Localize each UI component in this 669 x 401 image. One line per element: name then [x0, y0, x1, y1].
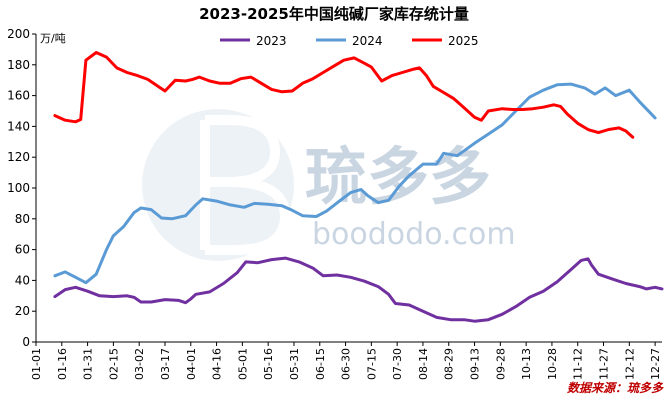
- y-tick-label: 140: [7, 119, 30, 133]
- y-ticks: 0 20 40 60 80 100 120 140 160 180 200: [7, 27, 36, 349]
- y-tick-label: 200: [7, 27, 30, 41]
- x-tick-label: 08-14: [417, 348, 430, 380]
- watermark-en-text: boododo.com: [312, 217, 516, 252]
- series-lines: [53, 51, 664, 323]
- x-tick-label: 01-01: [30, 348, 43, 380]
- series-line-2025: [53, 51, 635, 139]
- x-tick-label: 06-15: [314, 348, 327, 380]
- x-tick-label: 05-16: [262, 348, 275, 380]
- y-tick-label: 100: [7, 181, 30, 195]
- y-tick-label: 40: [15, 273, 30, 287]
- x-tick-label: 11-27: [598, 348, 611, 380]
- y-axis-unit: 万/吨: [40, 32, 66, 45]
- y-tick-label: 20: [15, 304, 30, 318]
- x-tick-label: 07-15: [365, 348, 378, 380]
- x-tick-label: 12-27: [649, 348, 662, 380]
- x-ticks: 01-01 01-16 01-31 02-15 03-02 03-17 04-01 04-16…: [30, 342, 662, 380]
- watermark-logo-letter-icon: [200, 115, 291, 255]
- x-tick-label: 03-02: [133, 348, 146, 380]
- x-tick-label: 01-16: [56, 348, 69, 380]
- x-tick-label: 10-13: [520, 348, 533, 380]
- x-tick-label: 11-12: [572, 348, 585, 380]
- data-source: 数据来源：琉多多: [567, 381, 664, 395]
- legend-label-2023: 2023: [256, 34, 287, 48]
- x-tick-label: 08-29: [443, 348, 456, 380]
- y-tick-label: 120: [7, 150, 30, 164]
- x-tick-label: 12-12: [623, 348, 636, 380]
- legend: 2023 2024 2025: [220, 34, 479, 48]
- x-tick-label: 06-30: [340, 348, 353, 380]
- x-tick-label: 09-28: [494, 348, 507, 380]
- y-tick-label: 60: [15, 243, 30, 257]
- legend-label-2024: 2024: [352, 34, 383, 48]
- x-tick-label: 04-01: [185, 348, 198, 380]
- x-tick-label: 02-15: [107, 348, 120, 380]
- y-tick-label: 180: [7, 58, 30, 72]
- x-tick-label: 09-13: [469, 348, 482, 380]
- chart-title: 2023-2025年中国纯碱厂家库存统计量: [199, 5, 469, 23]
- x-tick-label: 07-30: [391, 348, 404, 380]
- y-tick-label: 160: [7, 89, 30, 103]
- x-tick-label: 10-28: [546, 348, 559, 380]
- y-tick-label: 0: [22, 335, 30, 349]
- x-tick-label: 05-31: [288, 348, 301, 380]
- watermark: 琉多多 boododo.com: [142, 109, 516, 261]
- x-tick-label: 03-17: [159, 348, 172, 380]
- x-tick-label: 04-16: [211, 348, 224, 380]
- legend-label-2025: 2025: [448, 34, 479, 48]
- series-line-2023: [53, 256, 664, 323]
- series-line-2024: [53, 82, 657, 285]
- x-tick-label: 05-01: [236, 348, 249, 380]
- x-tick-label: 01-31: [82, 348, 95, 380]
- y-tick-label: 80: [15, 212, 30, 226]
